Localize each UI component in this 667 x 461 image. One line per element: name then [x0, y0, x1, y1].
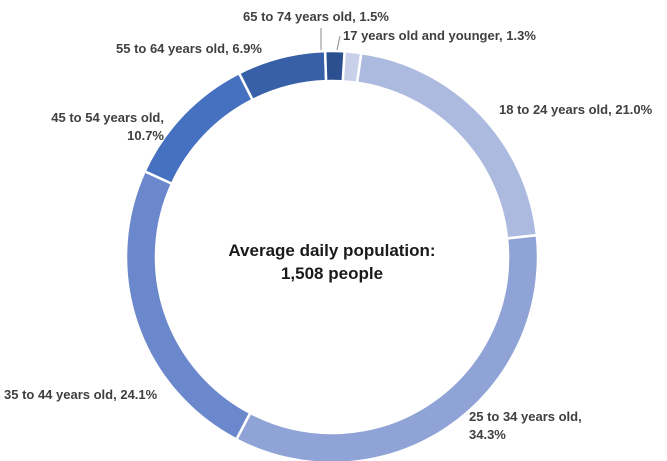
slice-label-6: 65 to 74 years old, 1.5%	[243, 9, 389, 24]
slice-label-2-line2: 34.3%	[469, 427, 506, 442]
slice-label-3: 35 to 44 years old, 24.1%	[4, 387, 158, 402]
leader-line-0	[336, 35, 341, 51]
center-title-line1: Average daily population:	[228, 241, 435, 260]
donut-slice-6	[323, 49, 346, 83]
donut-slice-1	[355, 51, 539, 240]
slices-layer	[124, 49, 540, 461]
slice-label-4-line2: 10.7%	[127, 128, 164, 143]
slice-label-5: 55 to 64 years old, 6.9%	[116, 41, 262, 56]
slice-label-0: 17 years old and younger, 1.3%	[343, 28, 536, 43]
slice-label-1: 18 to 24 years old, 21.0%	[499, 102, 653, 117]
leader-lines	[320, 28, 341, 51]
slice-label-2: 25 to 34 years old,	[469, 409, 582, 424]
center-title-line2: 1,508 people	[281, 264, 383, 283]
slice-label-4: 45 to 54 years old,	[51, 110, 164, 125]
slice-labels: 17 years old and younger, 1.3% 18 to 24 y…	[4, 9, 653, 442]
donut-slice-5	[237, 49, 328, 102]
